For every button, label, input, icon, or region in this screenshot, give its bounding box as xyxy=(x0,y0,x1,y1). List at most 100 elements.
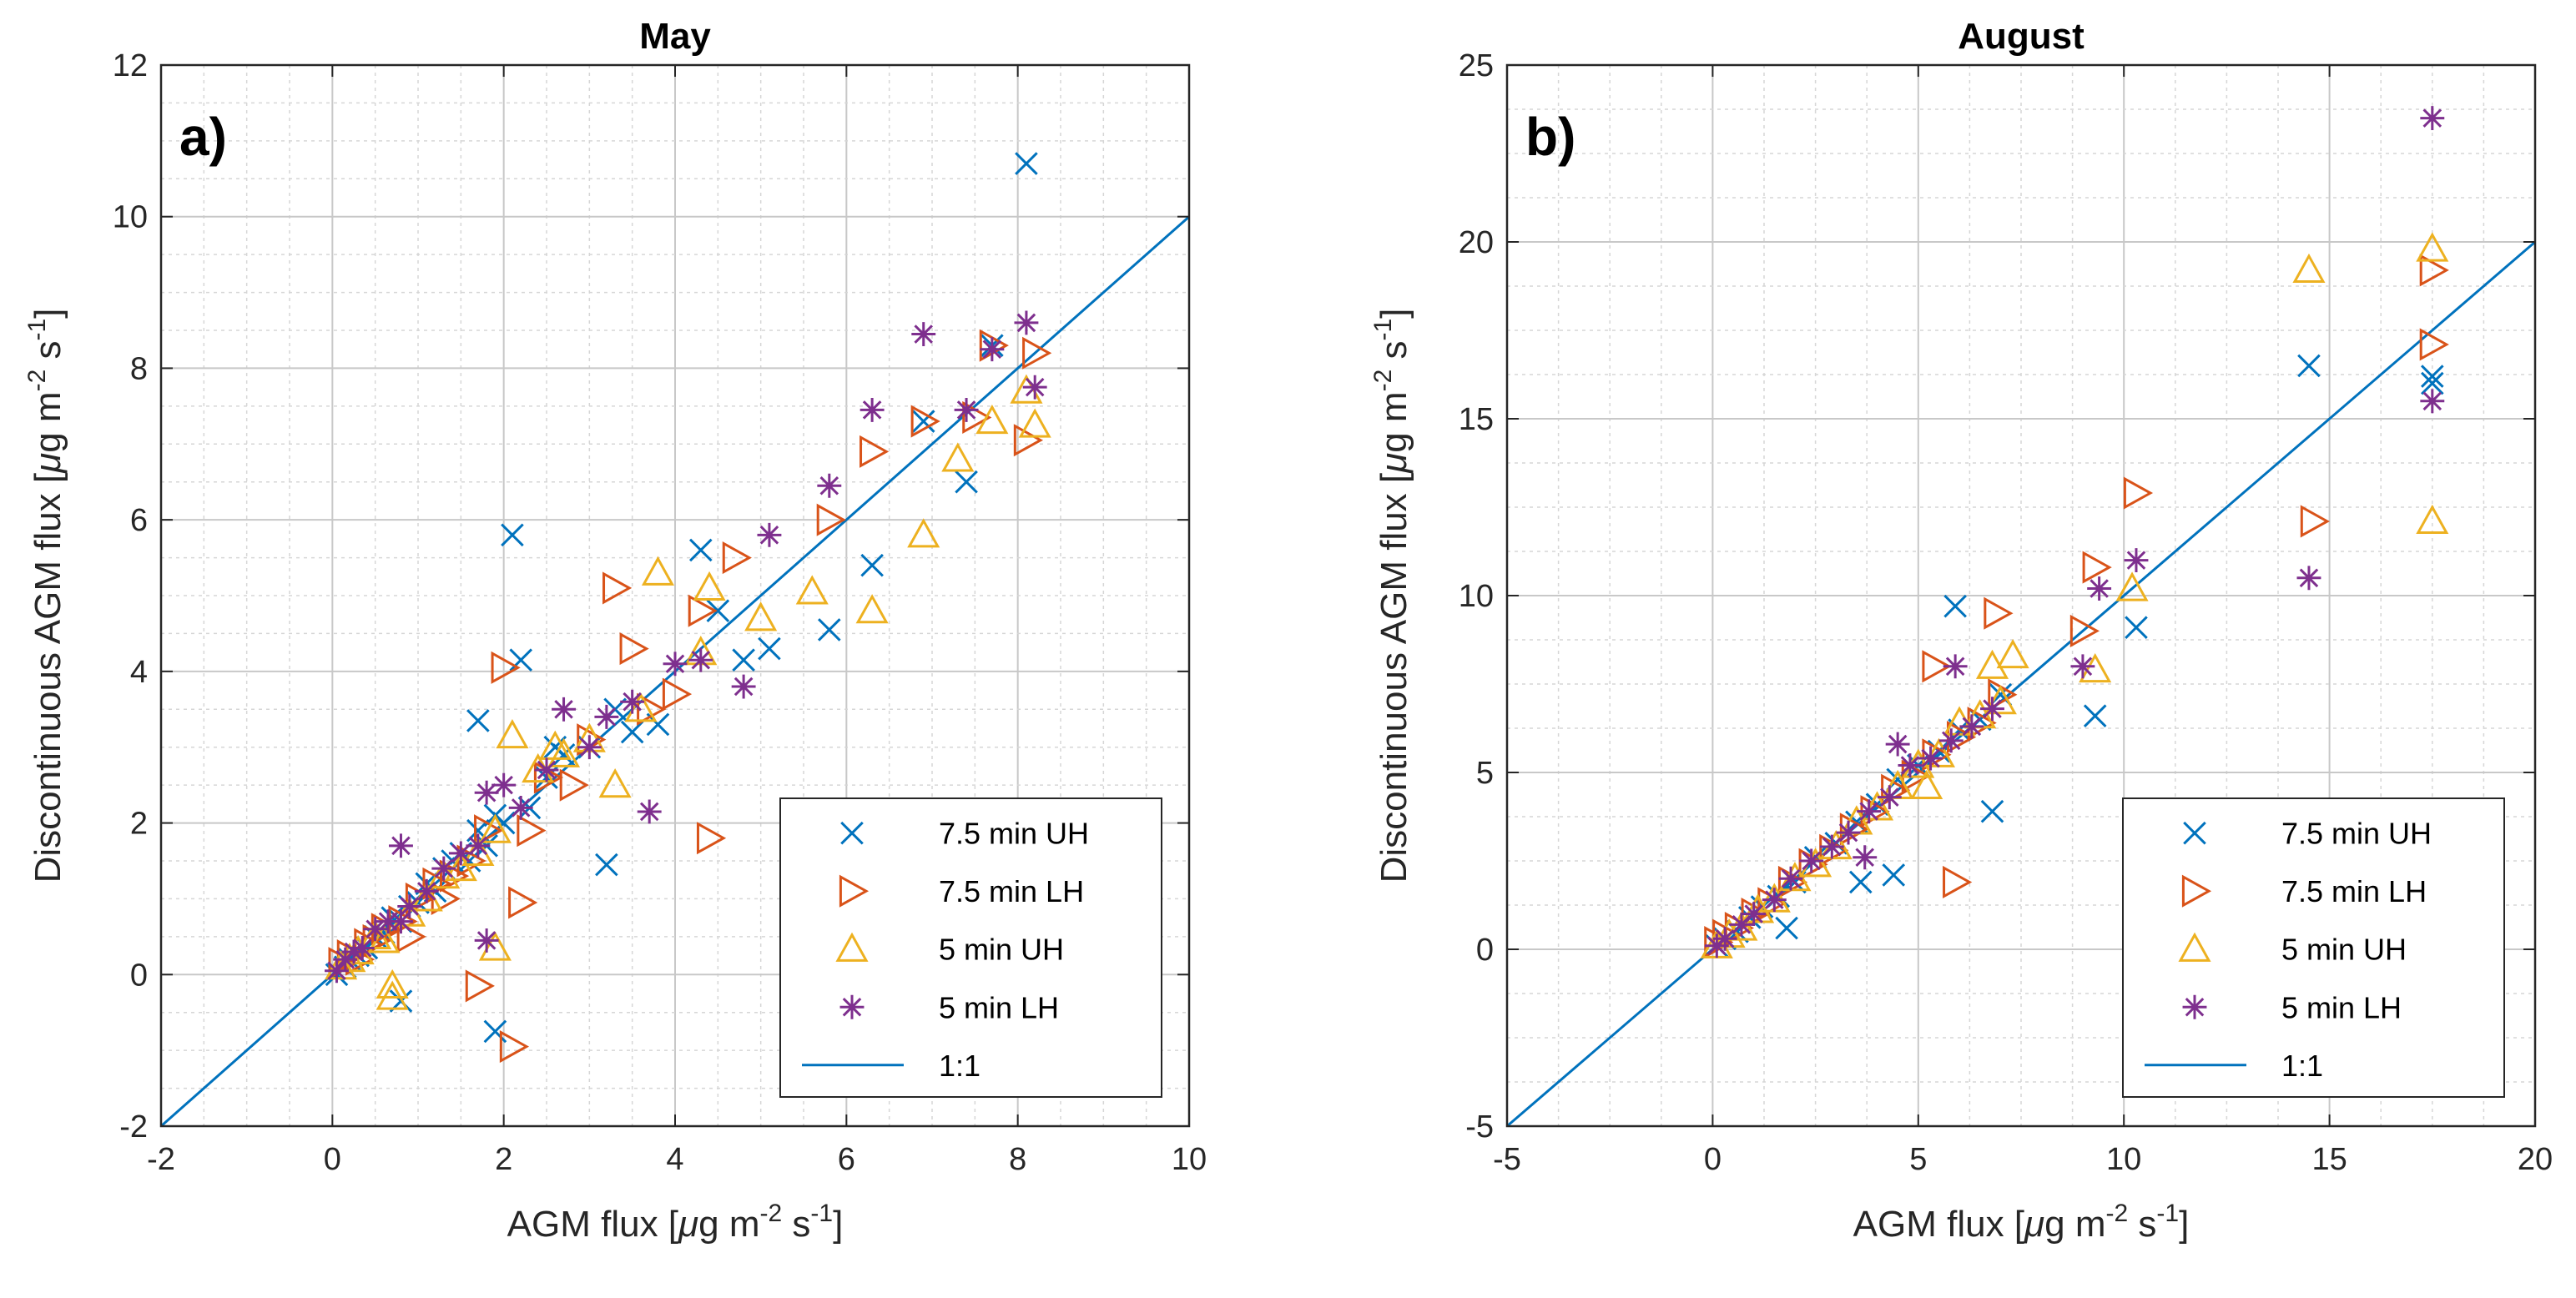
data-point xyxy=(955,470,978,494)
data-point xyxy=(637,799,662,824)
data-point xyxy=(941,442,975,472)
data-point xyxy=(389,909,413,934)
data-point xyxy=(911,410,935,433)
legend-marker xyxy=(2183,821,2206,845)
y-axis-label: Discontinuous AGM flux [μg m-2 s-1] xyxy=(1369,309,1414,883)
data-point xyxy=(1959,714,1984,739)
data-point xyxy=(2292,253,2326,284)
data-point xyxy=(688,647,713,672)
data-point xyxy=(478,813,512,843)
data-point xyxy=(1885,732,1910,757)
y-tick-label: 2 xyxy=(130,807,148,842)
legend-marker xyxy=(839,874,870,908)
data-point xyxy=(538,730,572,760)
data-point xyxy=(816,503,846,536)
data-point xyxy=(1938,728,1964,753)
data-point xyxy=(1984,596,2014,630)
data-point xyxy=(478,931,512,961)
y-tick-label: -2 xyxy=(119,1109,148,1145)
data-point xyxy=(350,936,375,960)
y-axis-label-sup2: -1 xyxy=(23,319,51,341)
x-tick-label: 10 xyxy=(1172,1142,1207,1177)
data-point xyxy=(2079,652,2112,683)
data-point xyxy=(499,1030,530,1064)
x-axis-label-mid2: s xyxy=(782,1204,810,1245)
x-tick-label: 2 xyxy=(495,1142,512,1177)
data-point xyxy=(620,689,645,714)
data-point xyxy=(980,337,1005,362)
data-point xyxy=(1910,769,1943,800)
data-point xyxy=(1013,424,1044,457)
data-point xyxy=(2124,548,2149,573)
scatter-panel-august: -5 0 5 10 15 20 -5 0 5 10 15 20 25 August b) AGM flux [… xyxy=(1369,16,2553,1245)
data-point xyxy=(975,404,1009,435)
data-point xyxy=(2300,505,2330,538)
x-axis-label-sup2: -1 xyxy=(810,1200,833,1227)
chart-title: August xyxy=(1958,16,2084,57)
chart-title: May xyxy=(639,16,711,57)
y-axis-label-mid2: s xyxy=(28,340,68,369)
data-point xyxy=(396,920,426,953)
data-point xyxy=(397,894,422,918)
data-point xyxy=(431,856,456,881)
x-tick-label: 4 xyxy=(666,1142,683,1177)
data-point xyxy=(1980,799,2004,823)
data-point xyxy=(795,575,829,605)
data-point xyxy=(2083,704,2107,727)
y-axis-label: Discontinuous AGM flux [μg m-2 s-1] xyxy=(23,309,68,883)
data-point xyxy=(508,795,533,820)
legend-entry: 5 min LH xyxy=(939,990,1059,1024)
data-point xyxy=(492,811,516,835)
y-tick-label: 0 xyxy=(130,958,148,993)
data-point xyxy=(414,878,439,903)
data-point xyxy=(1901,759,1931,792)
x-axis-label-post: ] xyxy=(2179,1204,2189,1245)
data-point xyxy=(491,651,521,684)
data-point xyxy=(688,538,713,562)
data-point xyxy=(910,405,940,438)
y-tick-label: 25 xyxy=(1459,48,1494,83)
legend-marker xyxy=(2178,932,2211,962)
x-tick-label: -5 xyxy=(1493,1142,1521,1177)
data-point xyxy=(508,886,538,919)
data-point xyxy=(598,768,632,798)
data-point xyxy=(474,780,499,805)
data-point xyxy=(1898,753,1923,777)
data-point xyxy=(2419,328,2449,361)
data-point xyxy=(2070,654,2095,679)
data-point xyxy=(688,594,718,627)
y-tick-label: 10 xyxy=(1459,579,1494,614)
data-point xyxy=(2420,389,2445,414)
data-point xyxy=(2419,254,2449,287)
x-tick-label: -2 xyxy=(147,1142,175,1177)
y-axis-label-sup2: -1 xyxy=(1369,319,1397,341)
data-point xyxy=(2296,566,2321,591)
x-axis-label-sup1: -2 xyxy=(760,1200,783,1227)
y-axis-label-mid2: s xyxy=(1374,340,1414,369)
data-point xyxy=(2125,616,2148,639)
data-point xyxy=(492,772,517,797)
data-point xyxy=(1015,152,1038,175)
data-point xyxy=(431,882,461,915)
x-axis-label-sup2: -1 xyxy=(2156,1200,2179,1227)
y-axis-label-post: ] xyxy=(28,309,68,319)
data-point xyxy=(2082,551,2112,584)
y-axis-label-post: ] xyxy=(1374,309,1414,319)
y-axis-label-mu: μ xyxy=(1374,453,1414,474)
y-tick-label: 10 xyxy=(113,200,148,235)
data-point xyxy=(367,923,401,953)
data-point xyxy=(2416,232,2449,262)
x-axis-label-mid1: g m xyxy=(2044,1204,2105,1245)
data-point xyxy=(466,709,490,732)
data-point xyxy=(517,814,547,848)
data-point xyxy=(376,909,401,934)
legend-marker xyxy=(2181,874,2212,908)
y-tick-label: -5 xyxy=(1465,1109,1494,1145)
x-tick-label: 15 xyxy=(2311,1142,2347,1177)
data-point xyxy=(496,718,529,749)
y-axis-label-sup1: -2 xyxy=(1369,370,1397,392)
data-point xyxy=(1712,926,1737,951)
data-point xyxy=(817,618,841,641)
data-point xyxy=(731,674,756,699)
data-point xyxy=(376,980,409,1010)
